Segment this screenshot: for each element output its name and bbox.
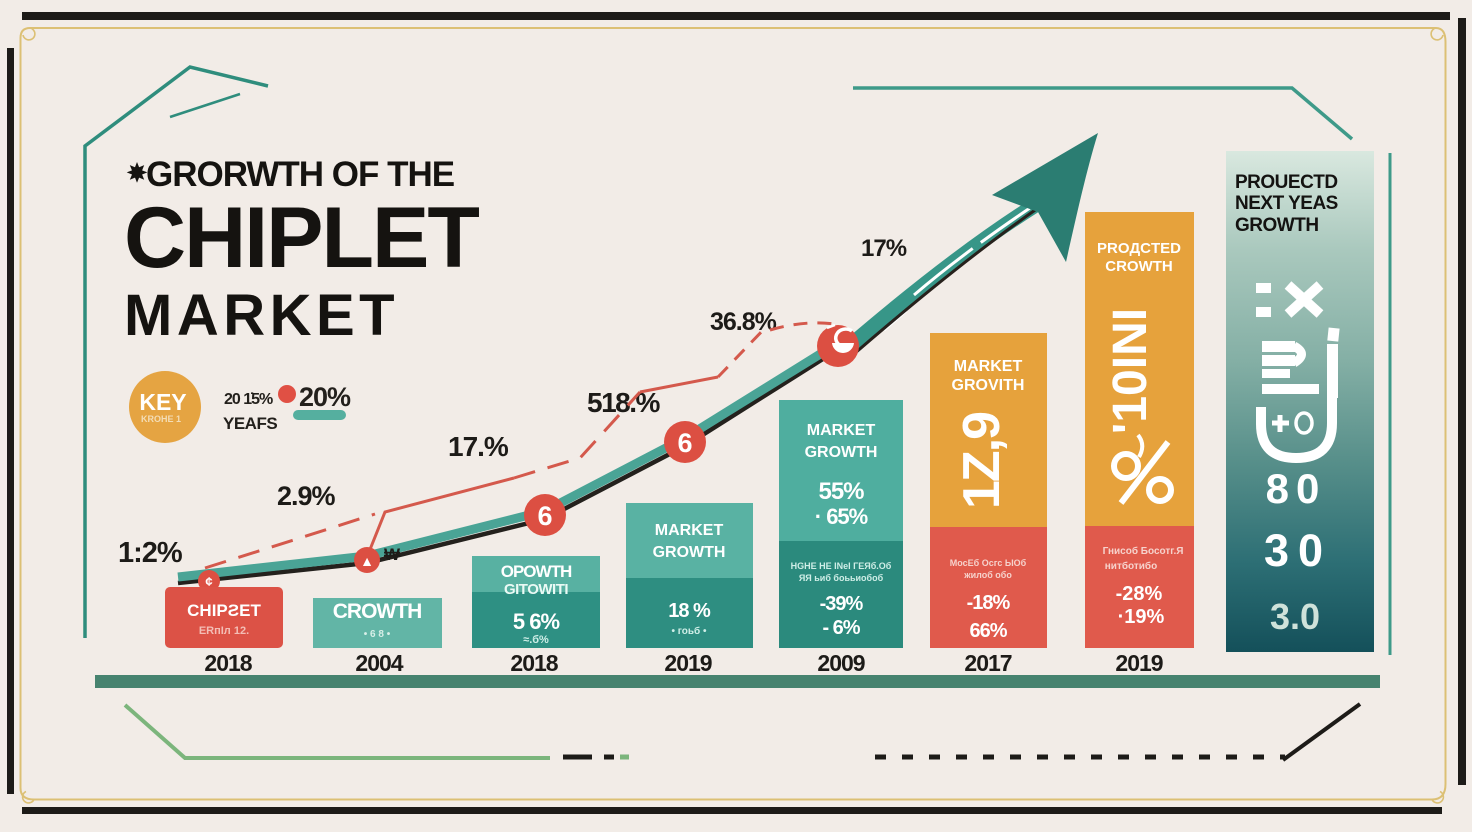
svg-text:3.0: 3.0 [1270,596,1320,637]
svg-text:GROWTH: GROWTH [1235,215,1319,236]
svg-text:MARKET: MARKET [655,522,724,539]
svg-text:2017: 2017 [964,650,1011,676]
svg-text:17.%: 17.% [448,431,509,462]
svg-text:GRORWTH OF THE: GRORWTH OF THE [146,155,454,194]
svg-text:20 1̇5%: 20 1̇5% [224,391,273,408]
svg-text:- 6%: - 6% [822,617,860,639]
svg-text:MARKET: MARKET [954,358,1023,375]
svg-text:нитботибо: нитботибо [1105,560,1157,572]
svg-text:GROWTH: GROWTH [653,544,726,561]
svg-text:OPOWTH: OPOWTH [501,562,572,581]
svg-text:MARKET: MARKET [124,283,399,348]
svg-text:≈.б%: ≈.б% [523,634,549,646]
svg-text:·19%: ·19% [1118,606,1165,628]
svg-text:66%: 66% [969,620,1007,642]
svg-text:HGHE HE INеI ГЕЯб.Об: HGHE HE INеI ГЕЯб.Об [791,561,892,571]
svg-text:'10INI: '10INI [1104,308,1157,434]
svg-text:17%: 17% [861,235,907,262]
svg-text:518.%: 518.% [587,387,660,418]
svg-text:-28%: -28% [1116,583,1163,605]
svg-text:жилоб обо: жилоб обо [963,570,1012,580]
svg-text:2019: 2019 [1115,650,1162,676]
svg-text:• гоьб •: • гоьб • [671,625,707,637]
svg-text:55%: 55% [818,478,864,505]
svg-text:KEY: KEY [139,389,186,415]
svg-text:CROWTH: CROWTH [333,600,421,623]
svg-text:PROUECTD: PROUECTD [1235,172,1338,193]
svg-text:1Z,9: 1Z,9 [953,413,1011,509]
svg-text:5 6%: 5 6% [513,609,560,634]
svg-text:GROWTH: GROWTH [805,444,878,461]
svg-text:· 65%: · 65% [815,504,868,529]
svg-text:2.9%: 2.9% [277,481,336,511]
svg-text:MARKET: MARKET [807,422,876,439]
svg-text:YEAFS: YEAFS [223,414,277,433]
svg-text:2018: 2018 [204,650,252,676]
svg-text:NEXT YEAS: NEXT YEAS [1235,193,1338,214]
svg-text:2018: 2018 [510,650,558,676]
svg-text:CHIPLET: CHIPLET [124,190,479,286]
svg-text:18 %: 18 % [668,600,711,622]
svg-text:-18%: -18% [967,592,1011,614]
svg-text:20%: 20% [299,382,351,412]
svg-text:6: 6 [677,428,692,458]
svg-text:• 6 8 •: • 6 8 • [364,629,391,640]
svg-text:2009: 2009 [817,650,864,676]
svg-text:1:2%: 1:2% [118,537,183,569]
svg-text:PROДCTED: PROДCTED [1097,240,1181,257]
svg-text:ЯЯ ьиб боььиобоб: ЯЯ ьиб боььиобоб [799,573,884,583]
svg-text:₩: ₩ [384,545,401,564]
svg-text:80: 80 [1266,465,1327,512]
svg-text:6: 6 [537,501,552,531]
svg-text:GROVITH: GROVITH [952,377,1025,394]
svg-text:-39%: -39% [820,593,864,615]
svg-text:2019: 2019 [664,650,711,676]
svg-text:KROHE 1: KROHE 1 [141,414,181,424]
svg-text:▲: ▲ [360,553,374,569]
svg-text:ERпIл 12.: ERпIл 12. [199,625,249,637]
svg-text:36.8%: 36.8% [710,308,777,336]
svg-text:2004: 2004 [355,650,403,676]
svg-text:Гнисоб Босотг.Я: Гнисоб Босотг.Я [1103,545,1184,557]
svg-text:CHIPƧET: CHIPƧET [187,601,261,620]
svg-text:CROWTH: CROWTH [1105,258,1173,275]
svg-text:MосЕб Осгс ЫОб: MосЕб Осгс ЫОб [950,558,1027,568]
svg-text:¢: ¢ [205,574,212,589]
svg-text:GITOWITI: GITOWITI [504,581,568,598]
svg-text:30: 30 [1264,525,1332,576]
